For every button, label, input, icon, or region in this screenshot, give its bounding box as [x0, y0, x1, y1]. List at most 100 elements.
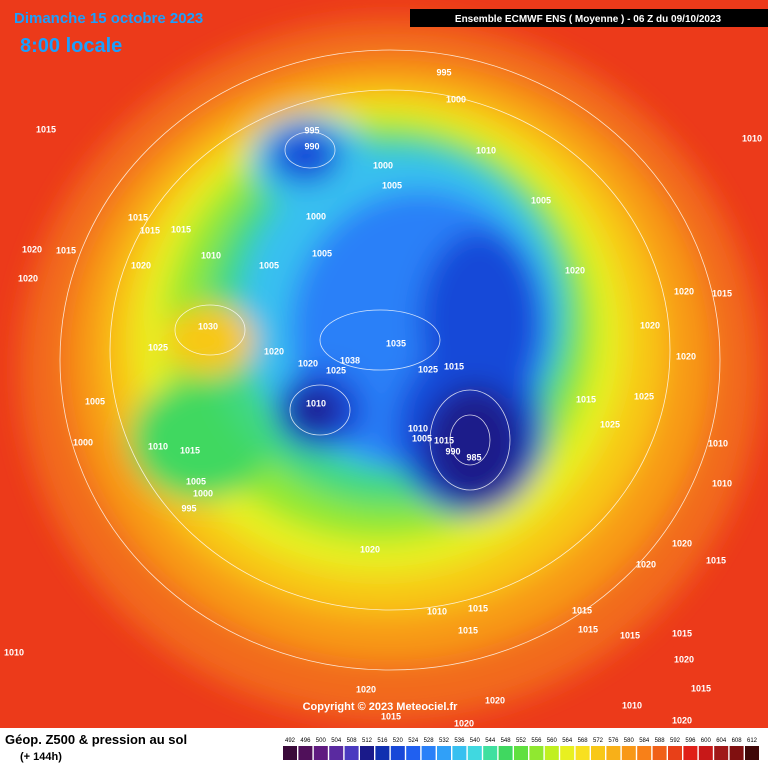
scale-swatch [714, 746, 729, 760]
pressure-label: 1000 [73, 437, 93, 447]
scale-label: 576 [608, 738, 619, 744]
scale-label: 552 [516, 738, 527, 744]
pressure-label: 1005 [412, 433, 432, 443]
scale-swatch [390, 746, 405, 760]
pressure-label: 1030 [198, 321, 218, 331]
scale-swatch [698, 746, 713, 760]
pressure-label: 995 [181, 503, 196, 513]
model-box [410, 9, 768, 27]
pressure-label: 1020 [454, 718, 474, 728]
pressure-label: 1005 [312, 248, 332, 258]
pressure-label: 1015 [578, 624, 598, 634]
pressure-label: 1010 [712, 478, 732, 488]
pressure-label: 1015 [576, 394, 596, 404]
pressure-label: 1020 [485, 695, 505, 705]
pressure-label: 985 [466, 452, 481, 462]
pressure-label: 1015 [444, 361, 464, 371]
pressure-label: 1015 [620, 630, 640, 640]
scale-swatch [591, 746, 605, 760]
scale-label: 520 [393, 738, 404, 744]
scale-label: 564 [562, 738, 573, 744]
pressure-label: 1015 [171, 224, 191, 234]
scale-swatch [329, 746, 344, 760]
pressure-label: 1010 [4, 647, 24, 657]
pressure-label: 1000 [373, 160, 393, 170]
pressure-label: 1038 [340, 355, 360, 365]
scale-swatch [437, 746, 451, 760]
scale-label: 588 [655, 738, 666, 744]
scale-swatch [529, 746, 544, 760]
map-field: 995 1000 1015 995 990 1010 1000 1005 1005 1000 101… [0, 0, 768, 728]
scale-swatch [621, 746, 636, 760]
pressure-label: 1020 [640, 320, 660, 330]
pressure-label: 1020 [18, 273, 38, 283]
pressure-label: 1005 [531, 195, 551, 205]
pressure-label: 1020 [565, 265, 585, 275]
pressure-label: 1015 [706, 555, 726, 565]
scale-label: 528 [424, 738, 435, 744]
scale-swatch [745, 746, 759, 760]
scale-label: 540 [470, 738, 481, 744]
pressure-label: 995 [304, 125, 319, 135]
pressure-label: 1020 [672, 538, 692, 548]
pressure-label: 1020 [360, 544, 380, 554]
pressure-label: 995 [436, 67, 451, 77]
pressure-label: 1015 [36, 124, 56, 134]
scale-swatch [375, 746, 390, 760]
pressure-label: 1020 [356, 684, 376, 694]
pressure-label: 1015 [140, 225, 160, 235]
scale-label: 500 [316, 738, 327, 744]
isobars [59, 49, 721, 671]
scale-swatch [729, 746, 744, 760]
pressure-label: 1020 [264, 346, 284, 356]
pressure-label: 1015 [691, 683, 711, 693]
scale-label: 572 [593, 738, 604, 744]
pressure-label: 1005 [85, 396, 105, 406]
color-scale: 492 496 500 504 508 512 516 520 524 528 532 536 540 5… [283, 738, 759, 760]
scale-swatch [498, 746, 513, 760]
scale-label: 560 [547, 738, 558, 744]
scale-swatch [483, 746, 498, 760]
pressure-label: 1010 [476, 145, 496, 155]
scale-label: 536 [454, 738, 465, 744]
scale-label: 532 [439, 738, 450, 744]
date: Dimanche 15 octobre 2023 [14, 10, 203, 27]
pressure-label: 1015 [180, 445, 200, 455]
pressure-label: 1015 [672, 628, 692, 638]
pressure-label: 1020 [672, 715, 692, 725]
pressure-label: 1000 [306, 211, 326, 221]
pressure-label: 1015 [381, 711, 401, 721]
legend-subtitle: (+ 144h) [20, 751, 62, 763]
scale-swatch [637, 746, 652, 760]
scale-label: 556 [531, 738, 542, 744]
pressure-label: 1010 [201, 250, 221, 260]
pressure-labels: 995 1000 1015 995 990 1010 1000 1005 1005 1000 101… [4, 67, 762, 728]
scale-swatch [344, 746, 359, 760]
pressure-label: 1010 [408, 423, 428, 433]
copyright: Copyright © 2023 Meteociel.fr [303, 701, 459, 713]
pressure-label: 990 [445, 446, 460, 456]
pressure-label: 1025 [148, 342, 168, 352]
pressure-label: 1020 [131, 260, 151, 270]
pressure-label: 1015 [572, 605, 592, 615]
pressure-label: 1025 [600, 419, 620, 429]
scale-swatch [452, 746, 467, 760]
scale-label: 492 [285, 738, 296, 744]
pressure-label: 1025 [634, 391, 654, 401]
scale-label: 508 [347, 738, 358, 744]
scale-swatch [514, 746, 528, 760]
pressure-label: 1020 [676, 351, 696, 361]
pressure-label: 1015 [56, 245, 76, 255]
pressure-label: 1010 [148, 441, 168, 451]
scale-label: 544 [485, 738, 496, 744]
scale-swatch [421, 746, 436, 760]
pressure-label: 1005 [259, 260, 279, 270]
scale-label: 584 [639, 738, 650, 744]
scale-swatch [575, 746, 590, 760]
pressure-label: 1025 [326, 365, 346, 375]
scale-label: 496 [300, 738, 311, 744]
pressure-label: 1015 [712, 288, 732, 298]
pressure-label: 990 [304, 141, 319, 151]
scale-swatch [560, 746, 575, 760]
